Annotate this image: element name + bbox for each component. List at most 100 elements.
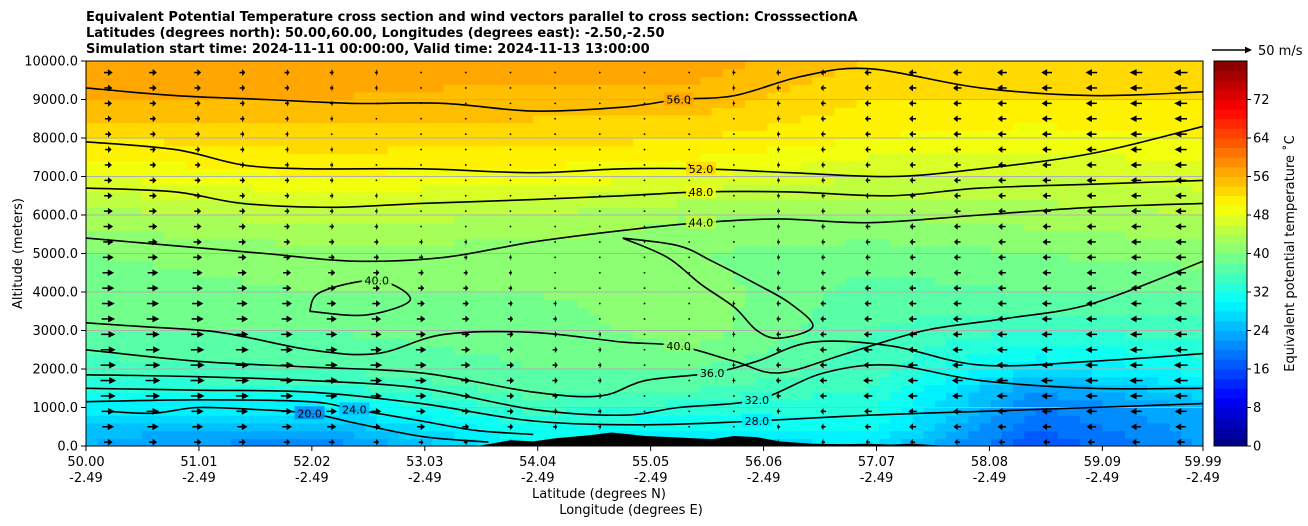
field-cell <box>577 91 590 101</box>
field-cell <box>298 76 310 85</box>
field-cell <box>220 345 232 355</box>
field-cell <box>108 299 121 308</box>
field-cell <box>208 145 221 154</box>
field-cell <box>778 330 791 339</box>
field-cell <box>432 361 445 370</box>
field-cell <box>890 376 903 385</box>
field-cell <box>331 68 344 77</box>
field-cell <box>566 176 579 185</box>
field-cell <box>387 61 400 70</box>
field-cell <box>409 422 422 432</box>
field-cell <box>644 230 657 239</box>
field-cell <box>845 168 858 178</box>
field-cell <box>242 422 255 432</box>
field-cell <box>644 322 657 332</box>
field-cell <box>901 107 914 116</box>
field-cell <box>678 376 690 385</box>
field-cell <box>588 230 601 239</box>
field-cell <box>1013 153 1025 162</box>
field-cell <box>365 399 378 409</box>
field-cell <box>979 299 992 308</box>
field-cell <box>365 215 378 224</box>
field-cell <box>499 384 512 393</box>
field-cell <box>655 138 668 147</box>
field-cell <box>476 284 489 293</box>
field-cell <box>1091 168 1104 178</box>
field-cell <box>376 376 389 385</box>
field-cell <box>946 161 958 170</box>
field-cell <box>745 384 757 393</box>
field-cell <box>1147 168 1159 178</box>
field-cell <box>778 199 791 208</box>
field-cell <box>1158 322 1171 332</box>
field-cell <box>1024 284 1037 293</box>
field-cell <box>946 268 958 278</box>
field-cell <box>1169 430 1182 439</box>
field-cell <box>610 107 623 116</box>
field-cell <box>543 68 556 77</box>
field-cell <box>1124 215 1137 224</box>
field-cell <box>175 153 188 162</box>
field-cell <box>678 392 690 401</box>
field-cell <box>499 253 512 262</box>
field-cell <box>398 176 411 185</box>
field-cell <box>756 245 768 255</box>
field-cell <box>689 107 701 116</box>
field-cell <box>733 369 746 378</box>
field-cell <box>197 207 210 216</box>
field-cell <box>331 369 344 378</box>
field-cell <box>923 315 936 324</box>
field-cell <box>901 345 914 355</box>
field-cell <box>689 61 701 70</box>
field-cell <box>387 153 400 162</box>
field-cell <box>309 76 322 85</box>
field-cell <box>510 292 523 301</box>
field-cell <box>119 207 132 216</box>
field-cell <box>957 215 970 224</box>
field-cell <box>1124 307 1137 316</box>
field-cell <box>856 99 869 108</box>
field-cell <box>465 161 478 170</box>
field-cell <box>175 222 188 231</box>
field-cell <box>934 268 947 278</box>
field-cell <box>912 114 925 124</box>
field-cell <box>733 284 746 293</box>
field-cell <box>443 168 456 178</box>
field-cell <box>901 91 914 101</box>
field-cell <box>756 276 768 285</box>
field-cell <box>443 268 456 278</box>
field-cell <box>242 168 255 178</box>
field-cell <box>387 130 400 139</box>
field-cell <box>1080 99 1092 108</box>
field-cell <box>979 68 992 77</box>
field-cell <box>711 261 724 270</box>
field-cell <box>1068 168 1081 178</box>
field-cell <box>342 184 355 193</box>
field-cell <box>320 415 333 424</box>
field-cell <box>220 91 232 101</box>
field-cell <box>287 99 299 108</box>
field-cell <box>331 384 344 393</box>
field-cell <box>197 114 210 124</box>
field-cell <box>1113 61 1126 70</box>
field-cell <box>1169 168 1182 178</box>
field-cell <box>86 161 98 170</box>
field-cell <box>164 253 176 262</box>
field-cell <box>242 322 255 332</box>
field-cell <box>890 338 903 347</box>
field-cell <box>666 199 679 208</box>
field-cell <box>1124 138 1137 147</box>
field-cell <box>275 130 288 139</box>
field-cell <box>566 168 579 178</box>
field-cell <box>700 361 713 370</box>
field-cell <box>867 330 880 339</box>
field-cell <box>1046 276 1059 285</box>
field-cell <box>856 276 869 285</box>
field-cell <box>220 430 232 439</box>
field-cell <box>655 407 668 416</box>
field-cell <box>287 261 299 270</box>
field-cell <box>1091 84 1104 93</box>
field-cell <box>231 415 243 424</box>
field-cell <box>197 145 210 154</box>
field-cell <box>521 207 534 216</box>
